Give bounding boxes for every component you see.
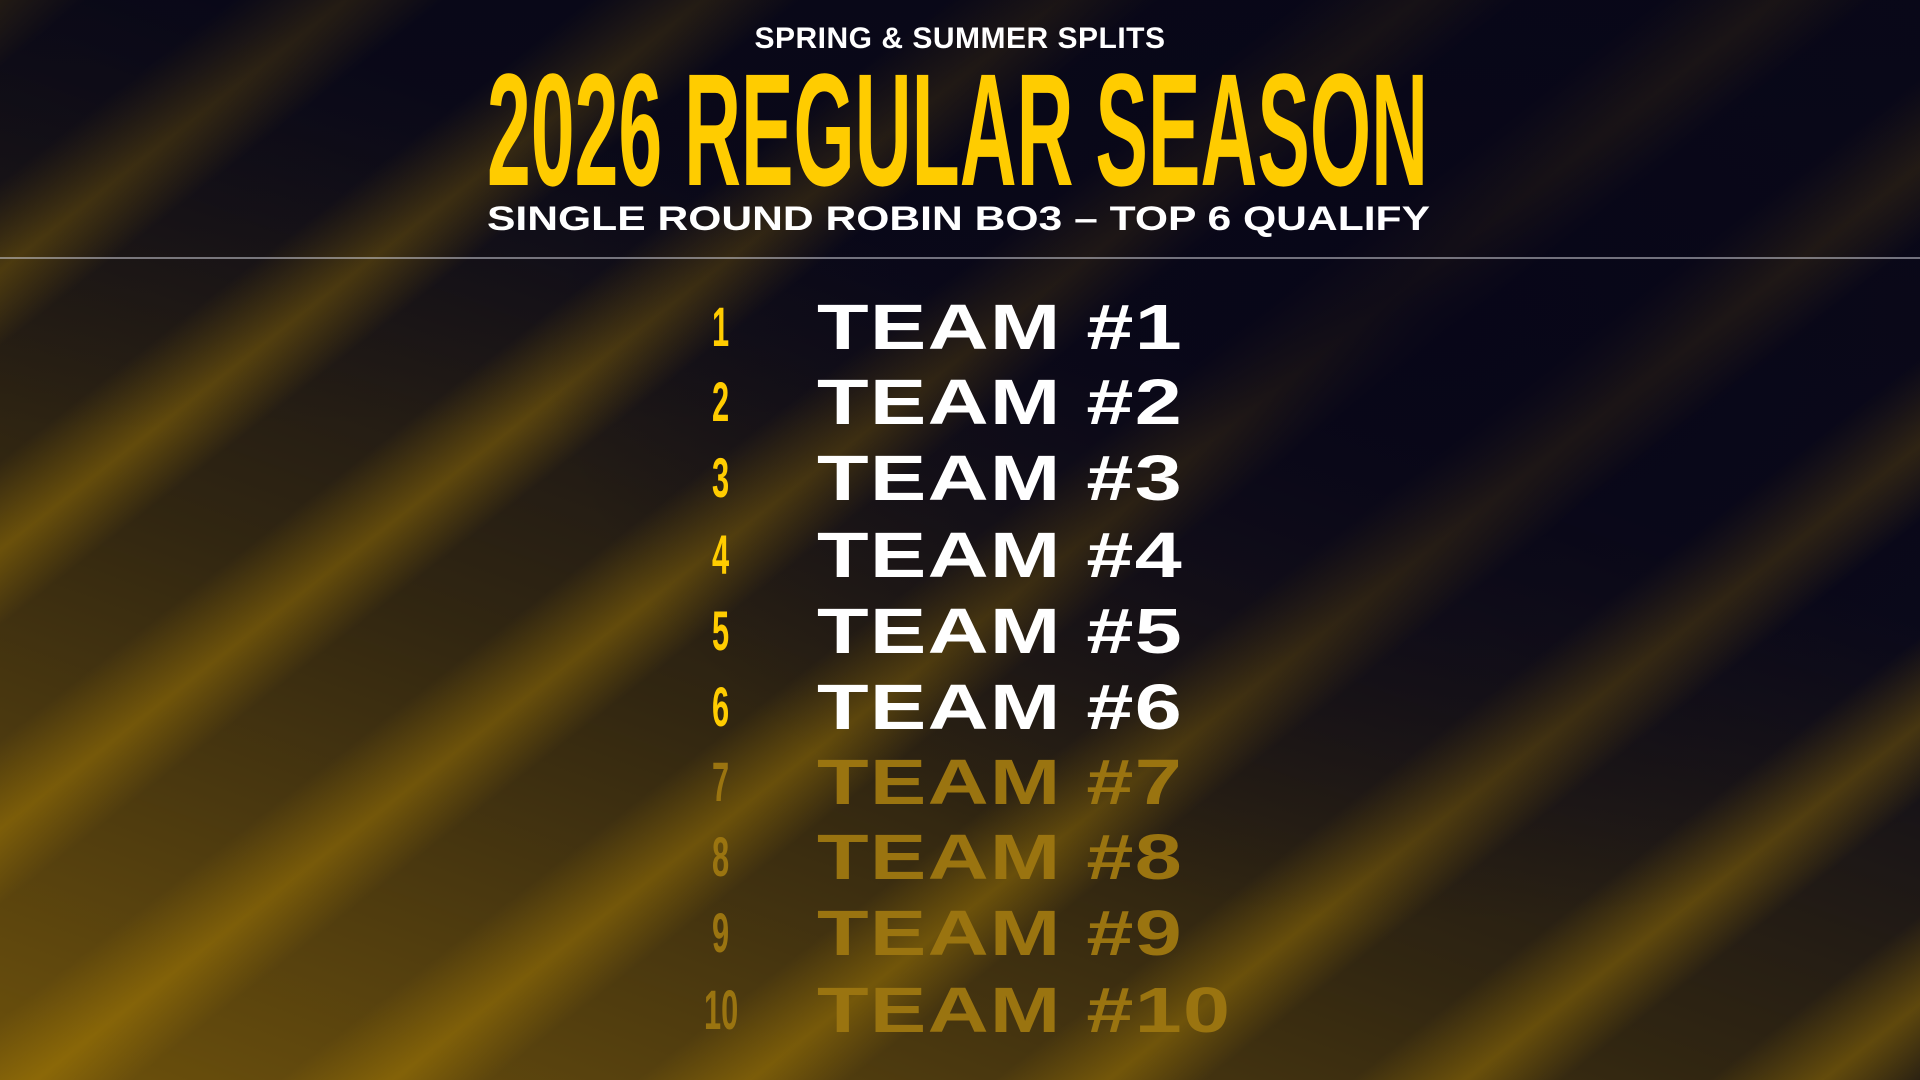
team-name: TEAM #10 [817,974,1232,1046]
rank: 5 [712,599,730,662]
divider [0,257,1920,259]
standings-row: 5 TEAM #5 [0,593,1920,669]
page-title-text: 2026 REGULAR SEASON [487,60,1428,190]
rank: 2 [712,370,730,433]
header-subtitle-text: SINGLE ROUND ROBIN BO3 – TOP 6 QUALIFY [487,200,1430,238]
standings-row: 3 TEAM #3 [0,440,1920,516]
standings-row: 6 TEAM #6 [0,669,1920,745]
team-name: TEAM #8 [817,821,1184,893]
rank: 8 [712,825,730,888]
standings-row: 10 TEAM #10 [0,972,1920,1048]
standings-row: 2 TEAM #2 [0,364,1920,440]
team-name: TEAM #5 [817,595,1184,667]
team-name: TEAM #6 [817,671,1184,743]
team-name: TEAM #1 [817,291,1184,363]
team-name: TEAM #7 [817,746,1184,818]
header-kicker: SPRING & SUMMER SPLITS [754,22,1166,55]
rank: 1 [712,295,730,358]
standings-row: 4 TEAM #4 [0,517,1920,593]
team-name: TEAM #4 [817,519,1184,591]
team-name: TEAM #9 [817,897,1184,969]
rank: 9 [712,901,730,964]
rank: 4 [712,523,730,586]
rank: 10 [704,978,739,1041]
rank: 6 [712,675,730,738]
team-name: TEAM #3 [817,442,1184,514]
page-title: 2026 REGULAR SEASON [487,60,1428,190]
header-subtitle: SINGLE ROUND ROBIN BO3 – TOP 6 QUALIFY [487,200,1430,238]
rank: 7 [712,750,730,813]
standings-row: 9 TEAM #9 [0,895,1920,971]
standings-row: 8 TEAM #8 [0,819,1920,895]
rank: 3 [712,446,730,509]
standings-row: 1 TEAM #1 [0,289,1920,365]
standings-row: 7 TEAM #7 [0,744,1920,820]
team-name: TEAM #2 [817,366,1184,438]
